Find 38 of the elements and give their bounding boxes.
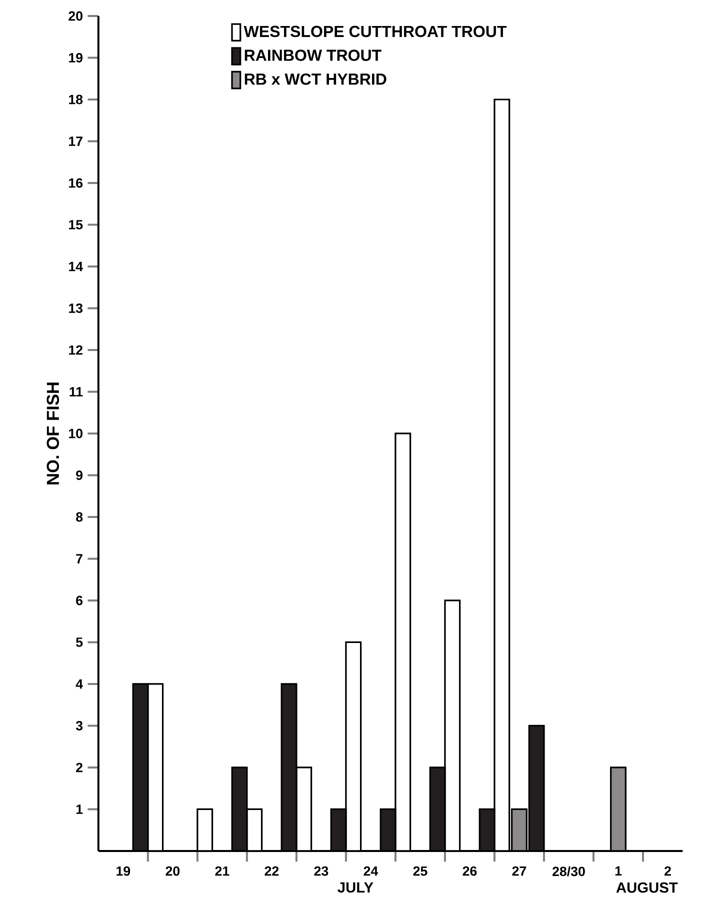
x-tick-label: 25: [413, 866, 428, 876]
y-tick-label: 12: [68, 345, 82, 355]
y-tick-label: 17: [68, 136, 82, 146]
y-tick-label: 13: [68, 304, 82, 313]
y-tick-label: 14: [68, 262, 83, 272]
y-tick-label: 3: [76, 721, 82, 730]
legend-label: WESTSLOPE CUTTHROAT TROUT: [244, 26, 506, 38]
x-tick-label: 1: [615, 866, 622, 876]
x-tick-label: 28/30: [552, 866, 585, 876]
y-tick-label: 11: [70, 387, 82, 396]
legend-label: RB x WCT HYBRID: [244, 73, 386, 85]
x-tick-label: 27: [512, 866, 526, 876]
y-tick-label: 19: [68, 53, 82, 62]
y-tick-label: 6: [76, 596, 82, 606]
y-tick-label: 5: [76, 638, 82, 647]
x-tick-label: 22: [264, 866, 278, 876]
x-tick-label: 23: [314, 866, 328, 876]
y-tick-label: 20: [68, 11, 82, 21]
y-axis-title: NO. OF FISH: [46, 382, 59, 484]
y-tick-label: 9: [76, 470, 82, 480]
y-tick-label: 18: [68, 94, 82, 104]
y-tick-label: 7: [76, 554, 82, 564]
x-tick-label: 24: [364, 866, 378, 876]
y-tick-label: 1: [76, 804, 82, 814]
y-tick-label: 2: [76, 762, 82, 772]
legend-label: RAINBOW TROUT: [244, 50, 382, 61]
y-tick-label: 8: [76, 512, 82, 522]
x-axis-title: JULY: [337, 882, 374, 893]
y-tick-label: 10: [68, 428, 82, 438]
x-tick-label: 2: [664, 866, 671, 876]
x-tick-label: 21: [215, 866, 230, 876]
x-tick-label: 19: [116, 866, 130, 876]
y-tick-label: 4: [76, 679, 83, 689]
y-tick-label: 16: [68, 178, 82, 188]
x-tick-label: 20: [166, 866, 180, 876]
y-tick-label: 15: [68, 220, 82, 230]
text: AUGUST: [616, 882, 678, 893]
x-tick-label: 26: [462, 866, 476, 876]
